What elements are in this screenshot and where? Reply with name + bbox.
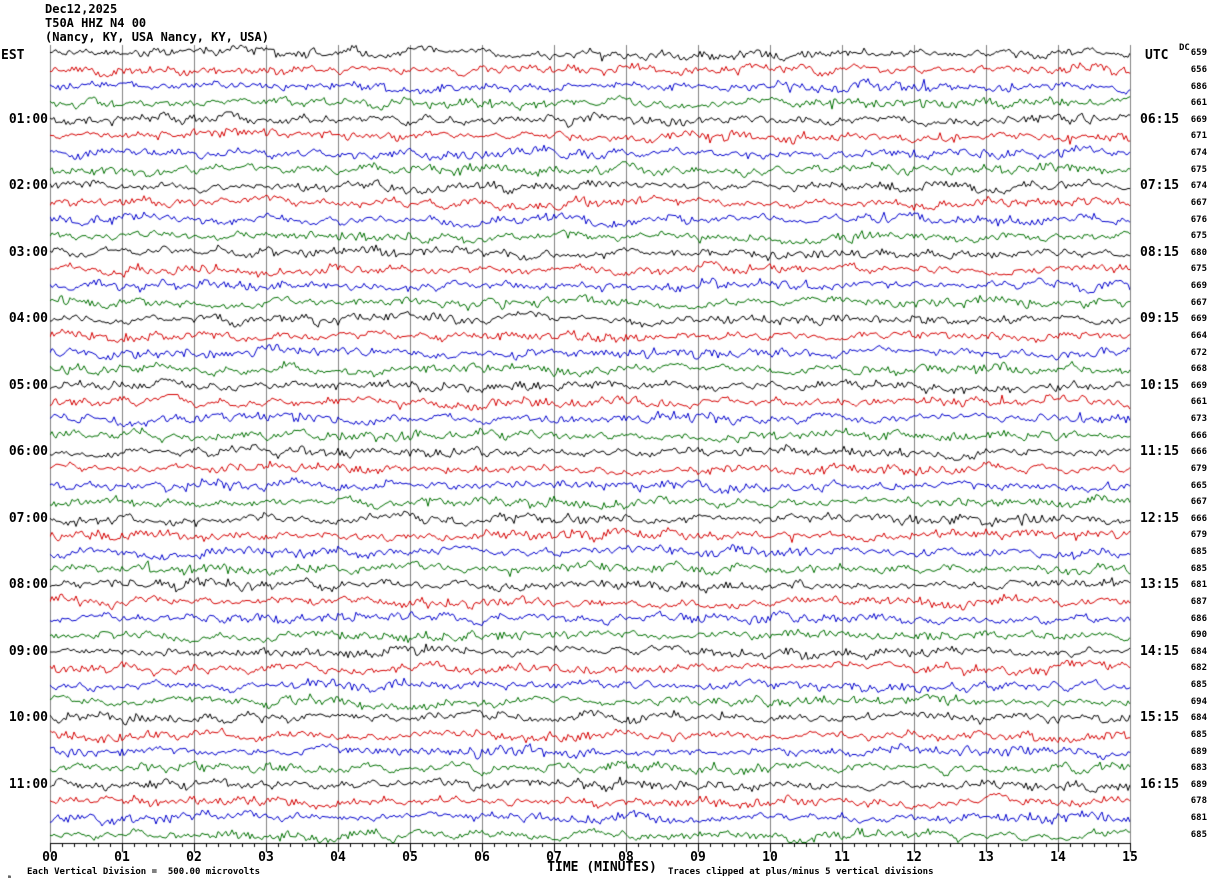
dc-offset-value: 683: [1190, 763, 1207, 774]
dc-offset-value: 665: [1190, 480, 1207, 491]
dc-offset-value: 685: [1190, 680, 1207, 691]
utc-hour-label: 10:15: [1140, 377, 1180, 393]
utc-hour-label: 13:15: [1140, 577, 1180, 593]
dc-offset-value: 661: [1190, 98, 1207, 109]
est-hour-label: 10:00: [8, 710, 48, 726]
dc-offset-value: 668: [1190, 364, 1207, 375]
est-hour-label: 01:00: [8, 111, 48, 127]
dc-offset-value: 669: [1190, 114, 1207, 125]
dc-offset-value: 680: [1190, 247, 1207, 258]
x-axis-tick-label: 02: [186, 850, 202, 865]
dc-offset-value: 689: [1190, 746, 1207, 757]
est-hour-label: 09:00: [8, 643, 48, 659]
station-label: T50A HHZ N4 00: [45, 16, 147, 30]
x-axis-tick-label: 11: [834, 850, 850, 865]
est-hour-label: 11:00: [8, 776, 48, 792]
utc-hour-label: 08:15: [1140, 244, 1180, 260]
vertical-division-note: Each Vertical Division = 500.00 microvol…: [27, 867, 260, 877]
dc-offset-value: 684: [1190, 713, 1207, 724]
dc-offset-value: 667: [1190, 197, 1207, 208]
dc-offset-value: 679: [1190, 530, 1207, 541]
dc-offset-value: 667: [1190, 297, 1207, 308]
dc-offset-value: 675: [1190, 231, 1207, 242]
x-axis-tick-label: 03: [258, 850, 274, 865]
dc-offset-value: 686: [1190, 613, 1207, 624]
dc-offset-value: 694: [1190, 696, 1207, 707]
dc-offset-value: 669: [1190, 281, 1207, 292]
dc-offset-value: 669: [1190, 314, 1207, 325]
est-timezone-label: EST: [1, 48, 25, 63]
est-hour-label: 04:00: [8, 311, 48, 327]
est-hour-label: 03:00: [8, 244, 48, 260]
dc-offset-value: 661: [1190, 397, 1207, 408]
dc-offset-value: 659: [1190, 48, 1207, 59]
dc-offset-value: 675: [1190, 264, 1207, 275]
dc-offset-value: 672: [1190, 347, 1207, 358]
x-axis-tick-label: 08: [618, 850, 634, 865]
utc-hour-label: 14:15: [1140, 643, 1180, 659]
dc-offset-value: 685: [1190, 729, 1207, 740]
dc-offset-value: 666: [1190, 513, 1207, 524]
utc-hour-label: 07:15: [1140, 178, 1180, 194]
dc-offset-header: DC: [1179, 43, 1190, 53]
x-axis-tick-label: 06: [474, 850, 490, 865]
x-axis-tick-label: 07: [546, 850, 562, 865]
dc-offset-value: 685: [1190, 563, 1207, 574]
dc-offset-value: 671: [1190, 131, 1207, 142]
x-axis-tick-label: 12: [906, 850, 922, 865]
dc-offset-value: 685: [1190, 547, 1207, 558]
dc-offset-value: 667: [1190, 497, 1207, 508]
dc-offset-value: 673: [1190, 414, 1207, 425]
dc-offset-value: 675: [1190, 164, 1207, 175]
dc-offset-value: 684: [1190, 646, 1207, 657]
est-hour-label: 05:00: [8, 377, 48, 393]
utc-hour-label: 16:15: [1140, 776, 1180, 792]
dc-offset-value: 686: [1190, 81, 1207, 92]
dc-offset-value: 666: [1190, 447, 1207, 458]
x-axis-title: TIME (MINUTES): [547, 860, 657, 875]
utc-hour-label: 06:15: [1140, 111, 1180, 127]
dc-offset-value: 676: [1190, 214, 1207, 225]
x-axis-tick-label: 09: [690, 850, 706, 865]
utc-hour-label: 12:15: [1140, 510, 1180, 526]
est-hour-label: 07:00: [8, 510, 48, 526]
microvolt-glyph: ₘ: [7, 871, 12, 880]
dc-offset-value: 682: [1190, 663, 1207, 674]
x-axis-tick-label: 14: [1050, 850, 1066, 865]
dc-offset-value: 678: [1190, 796, 1207, 807]
x-axis-tick-label: 01: [114, 850, 130, 865]
x-axis-tick-label: 05: [402, 850, 418, 865]
x-axis-tick-label: 15: [1122, 850, 1138, 865]
x-axis-tick-label: 00: [42, 850, 58, 865]
utc-hour-label: 11:15: [1140, 444, 1180, 460]
dc-offset-value: 690: [1190, 630, 1207, 641]
clipping-note: Traces clipped at plus/minus 5 vertical …: [668, 867, 934, 877]
dc-offset-value: 664: [1190, 330, 1207, 341]
utc-hour-label: 09:15: [1140, 311, 1180, 327]
dc-offset-value: 674: [1190, 148, 1207, 159]
est-hour-label: 08:00: [8, 577, 48, 593]
utc-hour-label: 15:15: [1140, 710, 1180, 726]
est-hour-label: 06:00: [8, 444, 48, 460]
dc-offset-value: 681: [1190, 580, 1207, 591]
x-axis-tick-label: 04: [330, 850, 346, 865]
dc-offset-value: 666: [1190, 430, 1207, 441]
dc-offset-value: 674: [1190, 181, 1207, 192]
dc-offset-value: 689: [1190, 779, 1207, 790]
utc-timezone-label: UTC: [1145, 48, 1169, 63]
est-hour-label: 02:00: [8, 178, 48, 194]
date-label: Dec12,2025: [45, 2, 118, 16]
dc-offset-value: 687: [1190, 596, 1207, 607]
location-label: (Nancy, KY, USA Nancy, KY, USA): [45, 30, 269, 44]
dc-offset-value: 669: [1190, 380, 1207, 391]
dc-offset-value: 679: [1190, 463, 1207, 474]
dc-offset-value: 656: [1190, 64, 1207, 75]
x-axis-tick-label: 10: [762, 850, 778, 865]
dc-offset-value: 681: [1190, 813, 1207, 824]
dc-offset-value: 685: [1190, 829, 1207, 840]
x-axis-tick-label: 13: [978, 850, 994, 865]
